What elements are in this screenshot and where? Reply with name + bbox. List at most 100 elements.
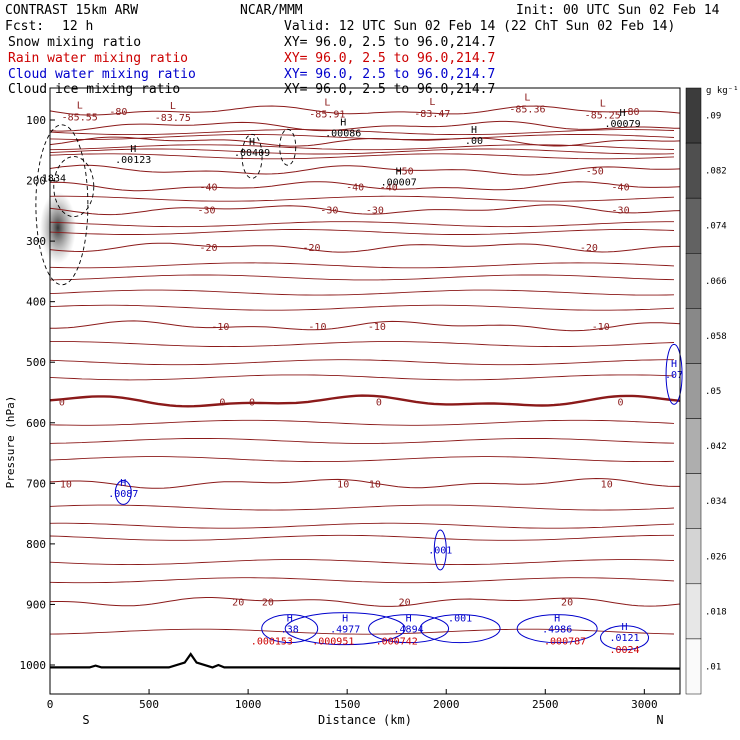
colorbar-swatch: [685, 197, 702, 254]
temperature-low-value: -85.55: [62, 113, 98, 124]
temperature-low-value: -85.36: [509, 105, 545, 116]
temperature-label: -10: [211, 322, 229, 333]
temperature-contour-minus40: [49, 181, 681, 192]
rain-value: .000742: [376, 637, 418, 648]
x-tick-label: 2500: [532, 698, 559, 711]
temperature-contour: [49, 148, 675, 155]
ice-max-value: 1834: [42, 173, 66, 184]
temperature-contour: [49, 522, 675, 529]
y-tick-label: 100: [26, 114, 46, 127]
cloud-water-contour: [433, 529, 447, 571]
colorbar-swatch: [685, 528, 702, 585]
ice-max-value: .00086: [325, 129, 361, 140]
ice-max-marker: H: [130, 144, 136, 155]
temperature-contour: [49, 289, 675, 296]
temperature-contour-minus50: [49, 164, 681, 176]
temperature-contour-20: [49, 597, 681, 607]
temperature-contour-minus10: [50, 320, 681, 332]
temperature-contour: [49, 628, 675, 635]
terrain-surface: [50, 652, 681, 670]
temperature-low-value: -83.47: [414, 109, 450, 120]
temperature-label: 10: [601, 479, 613, 490]
colorbar-swatch: [685, 583, 702, 640]
colorbar-label: .018: [705, 607, 727, 617]
temperature-label: 10: [369, 479, 381, 490]
x-axis-title: Distance (km): [318, 713, 412, 727]
plot-frame: [49, 87, 681, 695]
temperature-contour: [49, 221, 674, 228]
cloud-water-max-value: .07: [665, 370, 683, 381]
y-tick-label: 800: [26, 538, 46, 551]
temperature-label: -10: [368, 322, 386, 333]
temperature-contour: [49, 195, 675, 202]
ice-max-marker: H: [396, 167, 402, 178]
axes: 0 500 1000 1500 2000 2500 30001002003004005006…: [20, 114, 658, 711]
temperature-contour: [49, 129, 675, 136]
rain-field-name: Rain water mixing ratio: [8, 51, 188, 66]
temperature-label: 0: [376, 398, 382, 409]
cloud-ice-contour: [35, 124, 89, 286]
temperature-contours: [49, 105, 681, 635]
y-tick-label: 500: [26, 356, 46, 369]
y-tick-label: 200: [26, 175, 46, 188]
ice-max-value: .00: [465, 136, 483, 147]
y-tick-label: 300: [26, 235, 46, 248]
cloud-water-max-marker: H: [287, 613, 293, 624]
temperature-contour: [49, 359, 674, 366]
temperature-contour: [49, 504, 675, 511]
snow-shading: [39, 191, 76, 264]
colorbar-swatch: [685, 87, 702, 144]
cloud-water-max-value: .001: [428, 546, 452, 557]
forecast-hour: 12 h: [62, 19, 93, 34]
cloud-water-contour: [284, 612, 406, 646]
temperature-contour: [50, 341, 675, 348]
temperature-label: 10: [60, 479, 72, 490]
temperature-label: 20: [262, 597, 274, 608]
colorbar-label: .042: [705, 442, 727, 452]
temperature-label: 0: [618, 398, 624, 409]
colorbar-label: .09: [705, 112, 721, 122]
cloud-water-max-marker: H: [120, 478, 126, 489]
temperature-contour: [49, 559, 675, 566]
colorbar-swatch: [685, 473, 702, 529]
cloud-water-max-value: .4894: [394, 624, 424, 635]
temperature-label: -80: [109, 107, 127, 118]
y-tick-label: 400: [26, 296, 46, 309]
cloud-water-max-value: .4986: [542, 624, 572, 635]
ice-max-marker: H: [471, 125, 477, 136]
colorbar-swatch: [685, 142, 702, 199]
temperature-label: -40: [199, 183, 217, 194]
snow-field-name: Snow mixing ratio: [8, 35, 141, 50]
model-title: CONTRAST 15km ARW: [5, 3, 138, 18]
temperature-low-marker: L: [170, 101, 176, 112]
temperature-low-marker: L: [77, 101, 83, 112]
x-tick-label: 500: [139, 698, 159, 711]
temperature-contour-minus20: [49, 242, 680, 253]
north-end-label: N: [656, 713, 663, 727]
cloud-water-field-xy: XY= 96.0, 2.5 to 96.0,214.7: [284, 67, 495, 82]
cloud-ice-field-xy: XY= 96.0, 2.5 to 96.0,214.7: [284, 82, 495, 97]
temperature-low-value: -83.75: [155, 113, 191, 124]
colorbar-swatch: [685, 363, 702, 419]
y-axis-title: Pressure (hPa): [4, 396, 17, 489]
ice-max-value: .00409: [234, 148, 270, 159]
temperature-contour: [49, 577, 675, 584]
temperature-contour: [49, 274, 675, 281]
x-tick-label: 2000: [433, 698, 460, 711]
temperature-label: 10: [337, 479, 349, 490]
y-tick-label: 700: [26, 477, 46, 490]
terrain-line: [50, 652, 681, 670]
cloud-water-field-name: Cloud water mixing ratio: [8, 67, 196, 82]
ice-max-value: .00007: [381, 178, 417, 189]
ice-max-marker: H: [620, 108, 626, 119]
cloud-water-max-marker: H: [554, 613, 560, 624]
snow-field-xy: XY= 96.0, 2.5 to 96.0,214.7: [284, 35, 495, 50]
colorbar: .09 .082 .074 .066 .058 .05 .042 .034 .026 .018 .0…: [685, 87, 727, 695]
cloud-water-contour: [114, 479, 132, 505]
temperature-label: -10: [308, 322, 326, 333]
cloud-water-max-value: .0087: [108, 489, 138, 500]
temperature-low-marker: L: [429, 97, 435, 108]
rain-value: .000951: [312, 637, 354, 648]
cloud-water-contour: [368, 614, 450, 644]
